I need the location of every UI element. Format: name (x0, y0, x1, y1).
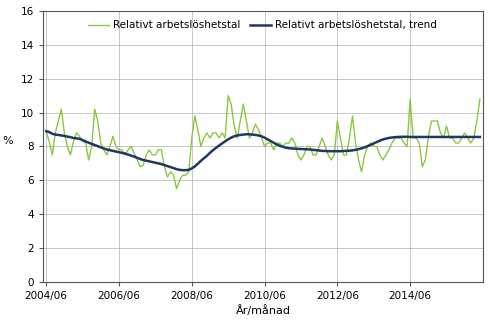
Relativt arbetslöshetstal, trend (177, 168, 183, 172)
Relativt arbetslöshetstal, trend (74, 136, 80, 140)
Relativt arbetslöshetstal (107, 144, 113, 148)
Relativt arbetslöshetstal, trend (477, 135, 483, 139)
Relativt arbetslöshetstal (180, 173, 186, 177)
Relativt arbetslöshetstal, trend (356, 147, 362, 151)
Relativt arbetslöshetstal (359, 170, 365, 174)
Relativt arbetslöshetstal (398, 136, 404, 140)
Relativt arbetslöshetstal, trend (395, 135, 401, 139)
Legend: Relativt arbetslöshetstal, Relativt arbetslöshetstal, trend: Relativt arbetslöshetstal, Relativt arbe… (84, 16, 442, 35)
Relativt arbetslöshetstal (174, 187, 180, 191)
Line: Relativt arbetslöshetstal: Relativt arbetslöshetstal (46, 96, 480, 189)
Relativt arbetslöshetstal (477, 97, 483, 101)
Relativt arbetslöshetstal, trend (43, 129, 49, 133)
Relativt arbetslöshetstal (225, 94, 231, 98)
Relativt arbetslöshetstal (404, 144, 410, 148)
Y-axis label: %: % (2, 136, 13, 146)
Relativt arbetslöshetstal, trend (401, 135, 407, 139)
Relativt arbetslöshetstal, trend (107, 148, 113, 152)
Relativt arbetslöshetstal (74, 131, 80, 135)
Relativt arbetslöshetstal (43, 129, 49, 133)
X-axis label: År/månad: År/månad (236, 305, 290, 316)
Relativt arbetslöshetstal, trend (180, 168, 186, 172)
Line: Relativt arbetslöshetstal, trend: Relativt arbetslöshetstal, trend (46, 131, 480, 170)
